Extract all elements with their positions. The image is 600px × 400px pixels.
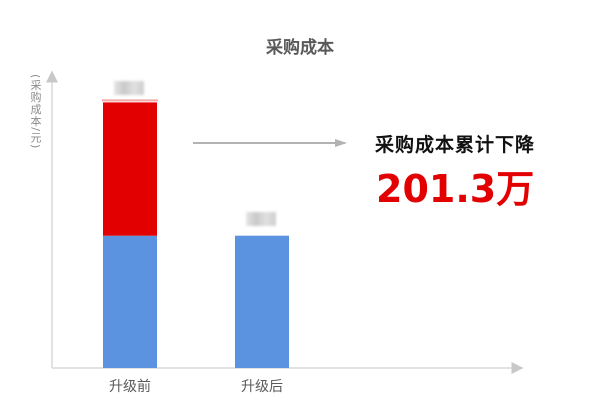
bar-segment-reduction [103,102,157,236]
bar-segment-base [103,235,157,368]
bar-segment-base [235,235,289,368]
x-tick-label: 升级前 [109,379,151,395]
x-tick-label: 升级后 [241,379,283,395]
bar-top-marker [102,99,158,102]
y-axis-label: (采购成本/元) [29,74,42,150]
annotation-text: 采购成本累计下降 [375,134,536,156]
blurred-value-label [246,212,276,226]
blurred-value-label [114,81,144,95]
annotation-value: 201.3万 [376,167,535,211]
chart-title: 采购成本 [266,38,334,58]
